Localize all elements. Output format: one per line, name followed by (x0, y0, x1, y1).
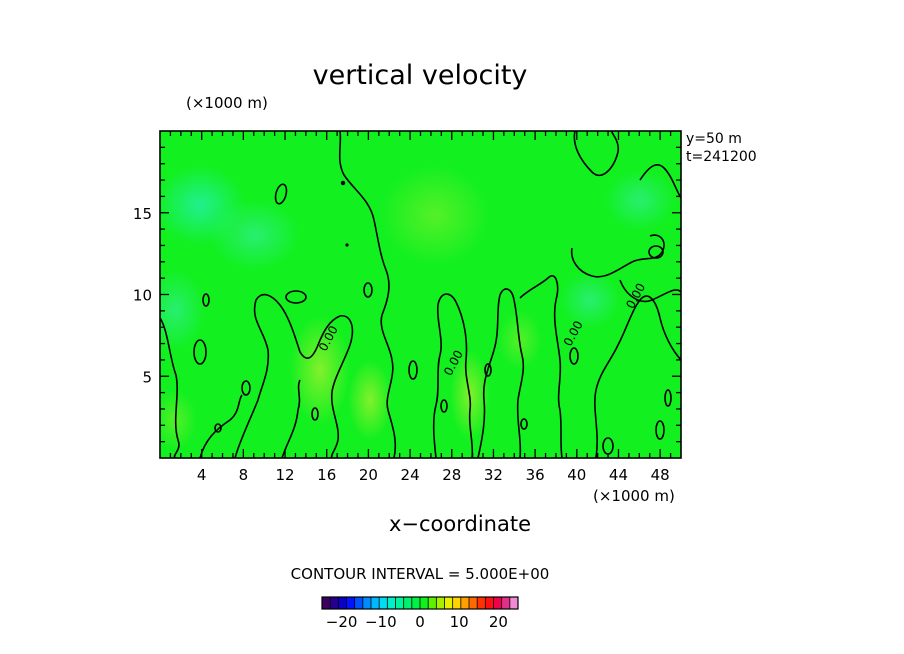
y-position-info: y=50 m (686, 131, 742, 147)
x-axis-ticks: 4 8 12 16 20 24 28 32 36 40 44 48 (169, 131, 672, 484)
contour-line (160, 317, 180, 458)
colorbar-swatch (460, 597, 470, 609)
x-tick-label: 40 (567, 466, 586, 484)
field-blob (290, 315, 350, 425)
colorbar-swatch (509, 597, 519, 609)
y-tick-label: 15 (133, 205, 152, 223)
colorbar-swatch (428, 597, 437, 609)
time-info: t=241200 (686, 149, 757, 165)
contour-loop (484, 363, 492, 377)
colorbar-tick-label: −10 (365, 613, 397, 631)
colorbar-swatch (485, 597, 494, 609)
contour-line (639, 164, 681, 199)
heatmap-field (160, 131, 681, 458)
contour-line (234, 293, 354, 458)
field-blob (348, 360, 392, 440)
contour-line (477, 288, 525, 458)
contour-loop (655, 420, 665, 440)
contour-line (573, 131, 620, 177)
x-tick-label: 20 (359, 466, 378, 484)
field-blob (380, 165, 490, 265)
x-tick-label: 28 (442, 466, 461, 484)
contour-loop (520, 418, 528, 430)
x-tick-label: 4 (197, 466, 207, 484)
y-axis-unit: (×1000 m) (186, 94, 268, 112)
contour-loop (274, 183, 288, 205)
field-blob (160, 390, 197, 450)
colorbar-tick-label: 0 (415, 613, 425, 631)
colorbar-swatch (330, 597, 339, 609)
contour-loop (648, 245, 664, 259)
contour-line (570, 234, 665, 278)
contour-loop (202, 293, 210, 307)
contour-loop (664, 389, 672, 407)
x-axis-unit: (×1000 m) (593, 487, 675, 505)
x-axis-label: x−coordinate (388, 512, 532, 536)
colorbar-swatch (420, 597, 429, 609)
contour-line (619, 279, 681, 303)
x-tick-label: 44 (609, 466, 628, 484)
contour-line (594, 295, 681, 458)
colorbar-swatch (395, 597, 404, 609)
contour-loop (241, 380, 251, 396)
contour-loop (363, 282, 373, 298)
contour-loop (569, 347, 579, 365)
contour-loop (193, 339, 207, 365)
colorbar-swatch (436, 597, 445, 609)
colorbar-tick-label: −20 (326, 613, 358, 631)
contour-line (199, 394, 243, 458)
colorbar-tick-label: 10 (450, 613, 469, 631)
colorbar-tick-label: 20 (489, 613, 508, 631)
colorbar-swatch (387, 597, 396, 609)
colorbar-swatch (501, 597, 511, 609)
contour-point (340, 180, 346, 186)
contour-line (281, 379, 301, 458)
colorbar: −20 −10 0 10 20 (321, 596, 519, 631)
colorbar-swatch (452, 597, 462, 609)
field-blob (210, 200, 300, 270)
contour-loop (285, 290, 307, 304)
contour-loop (408, 360, 418, 380)
colorbar-swatch (403, 597, 413, 609)
field-blob (560, 272, 620, 328)
colorbar-swatch (371, 597, 380, 609)
field-blob (160, 270, 205, 350)
colorbar-swatch (322, 597, 331, 609)
colorbar-swatch (477, 597, 486, 609)
contour-loop (214, 423, 222, 433)
x-tick-label: 8 (239, 466, 249, 484)
x-tick-label: 24 (401, 466, 420, 484)
chart-title: vertical velocity (312, 60, 528, 91)
colorbar-swatch (444, 597, 453, 609)
colorbar-swatch (379, 597, 388, 609)
colorbar-swatch (346, 597, 355, 609)
x-tick-label: 16 (317, 466, 336, 484)
contour-interval-text: CONTOUR INTERVAL = 5.000E+00 (290, 565, 550, 583)
colorbar-swatch (469, 597, 478, 609)
colorbar-swatch (411, 597, 421, 609)
colorbar-swatch (493, 597, 502, 609)
x-tick-label: 12 (275, 466, 294, 484)
x-tick-label: 36 (526, 466, 545, 484)
colorbar-frame (321, 596, 519, 610)
contour-line (338, 131, 397, 458)
y-axis-ticks: 5 10 15 (133, 146, 681, 443)
x-tick-label: 32 (484, 466, 503, 484)
field-blob (605, 170, 675, 230)
contour-line (519, 275, 563, 458)
y-tick-label: 10 (133, 287, 152, 305)
contour-line (432, 293, 474, 458)
colorbar-swatch (338, 597, 347, 609)
y-tick-label: 5 (142, 368, 152, 386)
contour-loop (440, 399, 448, 413)
contour-point (345, 243, 349, 247)
colorbar-swatch (354, 597, 364, 609)
colorbar-swatch (362, 597, 372, 609)
contour-loop (311, 407, 319, 421)
x-tick-label: 48 (651, 466, 670, 484)
